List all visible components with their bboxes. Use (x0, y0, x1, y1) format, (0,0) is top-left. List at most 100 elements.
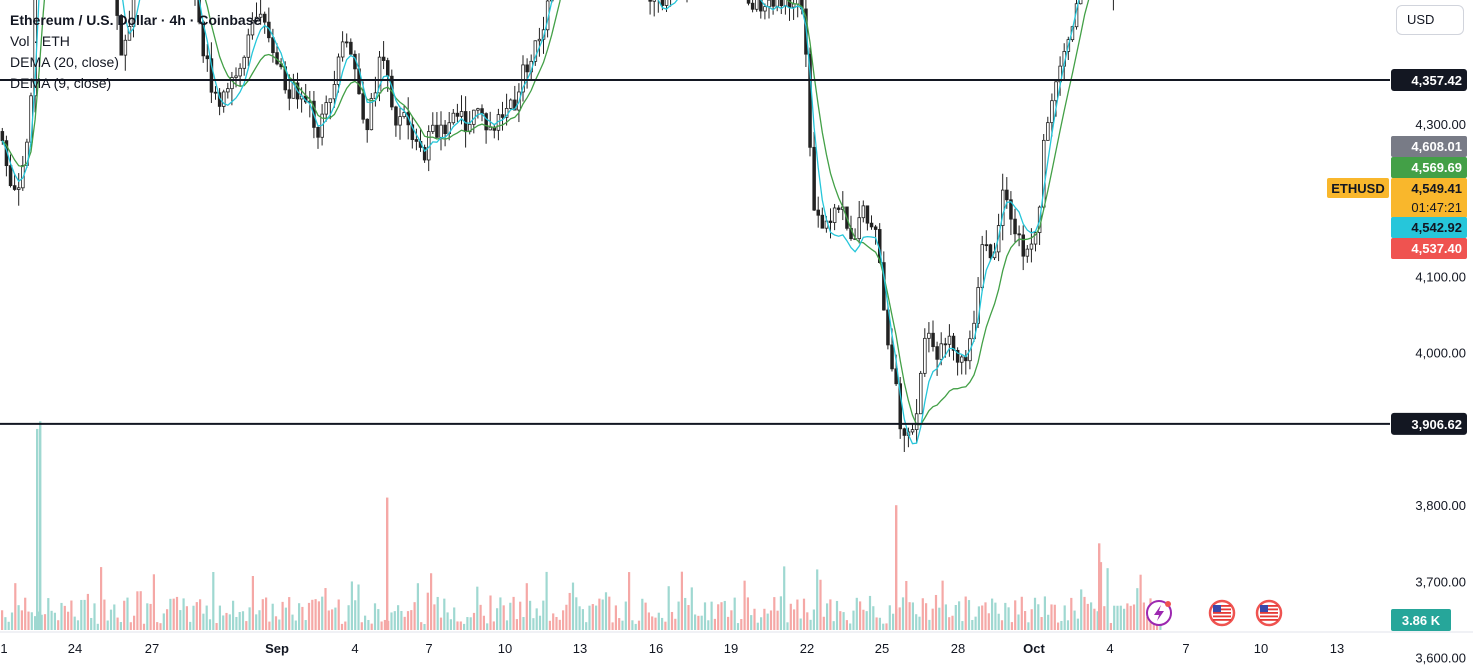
volume-bar (469, 617, 472, 630)
candle-body (246, 34, 251, 58)
volume-bar (918, 616, 921, 630)
symbol-title[interactable]: Ethereum / U.S. Dollar · 4h · Coinbase (10, 12, 262, 28)
volume-bar (812, 609, 815, 630)
lightning-icon[interactable] (1146, 600, 1172, 626)
candle-body (923, 337, 927, 374)
volume-bar (703, 602, 707, 630)
price-axis (1390, 0, 1473, 632)
candle (1029, 228, 1034, 263)
volume-bar (113, 604, 116, 630)
volume-bar (63, 605, 66, 630)
volume-bar (205, 605, 208, 630)
candle-body (209, 58, 214, 93)
volume-bar (433, 604, 436, 630)
volume-bar (591, 604, 594, 630)
volume-bar (908, 602, 911, 630)
candle (988, 243, 993, 262)
volume-bar (766, 613, 769, 630)
study-dema-9[interactable]: DEMA (9, close) (10, 75, 112, 91)
volume-bar (218, 605, 221, 630)
volume-bar (169, 598, 172, 630)
price-label-bg (1391, 238, 1467, 259)
volume-bar (568, 592, 571, 630)
volume-bar (895, 505, 898, 630)
time-tick-label: 25 (875, 641, 889, 656)
volume-bar (598, 598, 601, 630)
candle-body (890, 344, 894, 370)
volume-bar (885, 623, 888, 630)
candle-body (955, 349, 960, 363)
volume-bar (802, 598, 806, 630)
volume-bar (868, 595, 872, 630)
candle (865, 205, 870, 231)
candle (1001, 173, 1005, 241)
candle-body (1021, 234, 1026, 257)
volume-bar (651, 616, 654, 630)
us-flag-icon[interactable] (1255, 599, 1283, 627)
volume-bar (951, 615, 954, 630)
volume-bar (294, 620, 297, 630)
volume-bar (588, 605, 591, 630)
candle-body (258, 13, 263, 18)
volume-bar (829, 599, 832, 630)
candle (832, 203, 837, 231)
candle (857, 201, 862, 244)
price-label-bg (1391, 136, 1467, 157)
volume-bar (865, 611, 868, 630)
volume-bar (694, 614, 697, 630)
candle-body (271, 37, 275, 54)
study-volume[interactable]: Vol · ETH (10, 33, 70, 49)
volume-bar (182, 598, 185, 630)
candle (369, 92, 374, 131)
time-tick-label: 16 (649, 641, 663, 656)
candle-body (1013, 218, 1017, 235)
candle-body (869, 222, 874, 228)
volume-bar (717, 604, 720, 630)
time-tick-label: 19 (724, 641, 738, 656)
us-flag-icon[interactable] (1208, 599, 1236, 627)
volume-bar (459, 621, 462, 630)
currency-button[interactable]: USD (1396, 5, 1464, 35)
volume-bar (1136, 588, 1139, 630)
volume-bar (208, 619, 212, 630)
volume-bar (760, 617, 763, 630)
candle-body (837, 207, 841, 210)
volume-bar (80, 599, 83, 630)
candle-body (123, 39, 128, 56)
candle-body (443, 124, 447, 135)
volume-bar (1057, 622, 1060, 630)
volume-bar (519, 601, 522, 630)
volume-bar (7, 621, 10, 630)
volume-bar (1007, 607, 1010, 630)
volume-bar (238, 612, 241, 630)
study-dema-20[interactable]: DEMA (20, close) (10, 54, 119, 70)
candle-body (1078, 0, 1083, 5)
volume-bar (512, 596, 515, 630)
volume-bar (232, 600, 235, 630)
candle-body (410, 124, 415, 140)
volume-bar (96, 623, 99, 630)
volume-bar (849, 623, 852, 630)
volume-bar (179, 610, 182, 630)
volume-bar (261, 599, 264, 630)
candle (451, 108, 456, 125)
volume-bar (195, 602, 198, 630)
volume-bar (364, 615, 367, 630)
candle-body (857, 217, 862, 240)
volume-bar (548, 620, 551, 630)
volume-bar (819, 579, 822, 630)
volume-bar (565, 604, 568, 630)
volume-bar (1066, 620, 1070, 630)
candle (525, 58, 529, 89)
volume-bar (386, 497, 389, 630)
candle (1078, 0, 1083, 5)
volume-bar (974, 616, 977, 630)
volume-bar (439, 617, 443, 630)
candle (226, 82, 230, 99)
volume-bar (687, 605, 690, 630)
candle (931, 320, 935, 352)
volume-bar (525, 583, 528, 630)
volume-bar (24, 597, 27, 630)
